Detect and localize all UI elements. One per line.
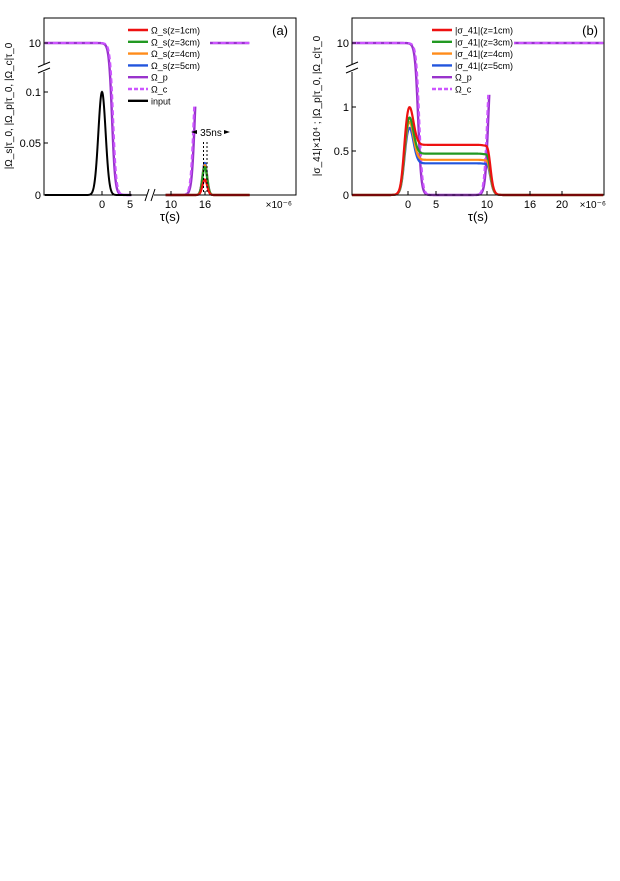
series-line-pump-left <box>44 41 132 197</box>
panel-b-legend-label-z5: |σ_41|(z=5cm) <box>455 61 513 71</box>
panel-b-xtick-1: 5 <box>433 199 439 211</box>
panel-a-y-break-gap <box>38 64 50 72</box>
panel-a-ytick-2: 0.1 <box>26 87 41 99</box>
panel-b-legend-bg <box>428 22 514 95</box>
panel-a-xtick-1: 5 <box>127 199 133 211</box>
panel-a-annotation: 35ns <box>191 128 230 193</box>
series-line-input <box>44 90 132 196</box>
panel-b-legend-label-z1: |σ_41|(z=1cm) <box>455 26 513 36</box>
panel-b-xtick-4: 20 <box>556 199 568 211</box>
panel-a: 10 0.1 0.05 0 0 5 10 16 ×10⁻⁶ τ(s) |Ω_s|… <box>4 17 297 224</box>
panel-b-y-break-gap <box>346 64 358 72</box>
panel-b-xtick-3: 16 <box>524 199 536 211</box>
panel-b-ytick-top: 10 <box>337 38 349 50</box>
panel-b-xtick-2: 10 <box>481 199 493 211</box>
panel-a-legend-label-coupling: Ω_c <box>151 85 168 95</box>
panel-b-legend-label-z3: |σ_41|(z=3cm) <box>455 37 513 47</box>
panel-a-legend-label-z3: Ω_s(z=3cm) <box>151 37 200 47</box>
panel-b-ytick-1: 0.5 <box>334 146 349 158</box>
panel-b-legend: |σ_41|(z=1cm)|σ_41|(z=3cm) |σ_41|(z=4cm) |… <box>428 22 514 95</box>
panel-b-ylabel: |σ_41|×10⁴ ; |Ω_p|τ_0, |Ω_c|τ_0 <box>312 35 323 176</box>
panel-a-y-break-mark <box>37 61 51 74</box>
panel-a-x-break-mark <box>144 188 156 202</box>
panel-a-frame <box>43 17 297 196</box>
panel-b-ytick-0: 0 <box>343 190 349 202</box>
panel-a-tag: (a) <box>272 23 288 38</box>
panel-a-legend-label-pump: Ω_p <box>151 73 168 83</box>
panel-a-ticks <box>44 42 206 195</box>
panel-a-ytick-top: 10 <box>29 38 41 50</box>
panel-a-legend: Ω_s(z=1cm)Ω_s(z=3cm) Ω_s(z=4cm) Ω_s(z=5cm)… <box>124 22 210 107</box>
panel-b-x-multiplier: ×10⁻⁶ <box>580 200 606 211</box>
panel-b-legend-label-coupling: Ω_c <box>455 85 472 95</box>
series-line-b-coupling <box>352 42 604 196</box>
panel-a-xlabel: τ(s) <box>160 209 180 224</box>
panel-a-ytick-0: 0 <box>35 190 41 202</box>
panel-b-y-break-mark <box>345 61 359 74</box>
panel-a-x-break-gap <box>147 189 154 201</box>
series-line-b-z1 <box>352 106 604 197</box>
annotation-arrow-left <box>191 130 197 134</box>
annotation-arrow-right <box>224 130 230 134</box>
panel-b-xtick-0: 0 <box>405 199 411 211</box>
panel-a-legend-label-z5: Ω_s(z=5cm) <box>151 61 200 71</box>
panel-a-legend-label-input: input <box>151 96 171 106</box>
series-line-b-z3 <box>352 116 604 197</box>
series-line-b-z4 <box>352 120 604 197</box>
panel-a-xtick-2: 10 <box>165 199 177 211</box>
panel-a-x-multiplier: ×10⁻⁶ <box>266 200 292 211</box>
panel-a-ytick-1: 0.05 <box>20 138 41 150</box>
panel-b: 10 1 0.5 0 0 5 10 16 20 ×10⁻⁶ τ(s) |σ_41… <box>312 17 606 224</box>
panel-a-xtick-0: 0 <box>99 199 105 211</box>
panel-b-ticks <box>352 42 563 195</box>
panel-a-xtick-3: 16 <box>199 199 211 211</box>
panel-b-tag: (b) <box>582 23 598 38</box>
panel-b-legend-label-pump: Ω_p <box>455 73 472 83</box>
series-line-b-z5 <box>352 126 604 197</box>
panel-b-ytick-2: 1 <box>343 102 349 114</box>
panel-b-legend-label-z4: |σ_41|(z=4cm) <box>455 49 513 59</box>
panel-a-ylabel: |Ω_s|τ_0, |Ω_p|τ_0, |Ω_c|τ_0 <box>4 42 15 169</box>
panel-a-legend-label-z4: Ω_s(z=4cm) <box>151 49 200 59</box>
annotation-35ns: 35ns <box>200 128 222 139</box>
panel-a-legend-label-z1: Ω_s(z=1cm) <box>151 26 200 36</box>
series-line-coupling-left <box>44 42 132 196</box>
panel-b-xlabel: τ(s) <box>468 209 488 224</box>
